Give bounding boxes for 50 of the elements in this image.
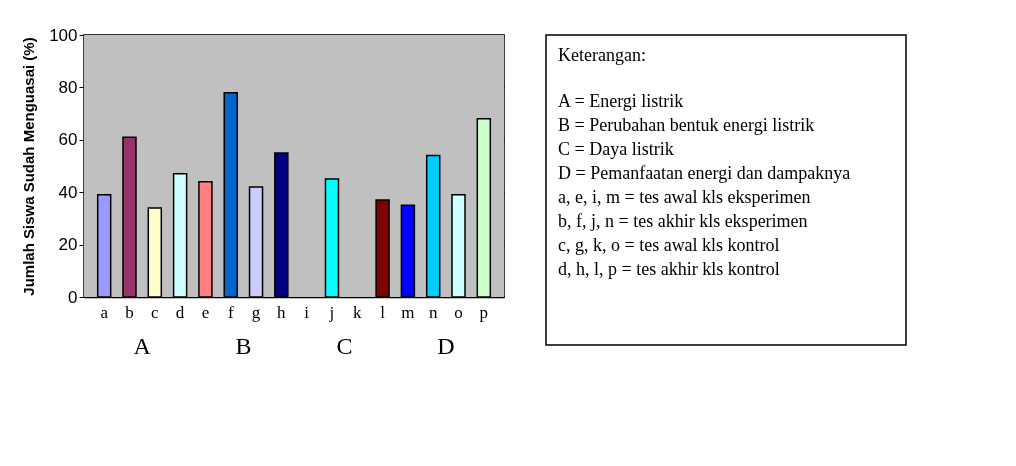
bar bbox=[172, 173, 188, 298]
text: a, e, i, m = tes awal kls eksperimen bbox=[558, 187, 811, 207]
text: Keterangan: bbox=[558, 45, 646, 65]
bar bbox=[476, 118, 492, 298]
bar bbox=[324, 178, 340, 298]
bar bbox=[248, 186, 264, 298]
text: d, h, l, p = tes akhir kls kontrol bbox=[558, 259, 780, 279]
text: B = Perubahan bentuk energi listrik bbox=[558, 115, 815, 135]
bar bbox=[147, 207, 163, 298]
bar bbox=[223, 91, 238, 298]
x-tick-label: e bbox=[201, 303, 210, 322]
x-tick-label: a bbox=[100, 303, 109, 322]
text: D = Pemanfaatan energi dan dampaknya bbox=[558, 163, 851, 183]
bar bbox=[400, 204, 416, 298]
x-tick-label: b bbox=[125, 303, 134, 322]
x-tick-label: g bbox=[251, 303, 261, 322]
text: B bbox=[235, 333, 252, 359]
x-tick-label: h bbox=[277, 303, 287, 322]
bar bbox=[451, 194, 466, 298]
x-tick-label: c bbox=[151, 303, 160, 322]
x-tick-label: l bbox=[380, 303, 386, 322]
y-tick-label: 20 bbox=[58, 235, 78, 255]
x-tick-label: m bbox=[401, 303, 415, 322]
x-tick-label: f bbox=[227, 303, 234, 322]
y-tick-label: 100 bbox=[49, 25, 78, 45]
x-tick-label: d bbox=[175, 303, 185, 322]
bar bbox=[198, 180, 213, 298]
y-tick-label: 60 bbox=[58, 130, 78, 150]
text: A bbox=[133, 333, 152, 359]
y-axis-title: Jumlah Siswa Sudah Menguasai (%) bbox=[20, 37, 38, 296]
text: C bbox=[336, 333, 353, 359]
bar bbox=[96, 194, 112, 298]
x-tick-label: o bbox=[454, 303, 463, 322]
bar bbox=[274, 152, 289, 298]
text: C = Daya listrik bbox=[558, 139, 674, 159]
text: D bbox=[437, 333, 455, 359]
y-tick-label: 80 bbox=[58, 77, 78, 97]
y-tick-label: 40 bbox=[58, 182, 78, 202]
text: c, g, k, o = tes awal kls kontrol bbox=[558, 235, 780, 255]
bar bbox=[375, 199, 390, 298]
x-tick-label: p bbox=[479, 303, 489, 322]
x-tick-label: k bbox=[353, 303, 363, 322]
bar bbox=[425, 154, 441, 298]
x-tick-label: j bbox=[328, 303, 335, 322]
x-tick-label: n bbox=[428, 303, 438, 322]
y-tick-label: 0 bbox=[68, 287, 78, 307]
text: b, f, j, n = tes akhir kls eksperimen bbox=[558, 211, 808, 231]
text: A = Energi listrik bbox=[558, 91, 684, 111]
x-tick-label: i bbox=[304, 303, 310, 322]
bar bbox=[122, 136, 137, 298]
